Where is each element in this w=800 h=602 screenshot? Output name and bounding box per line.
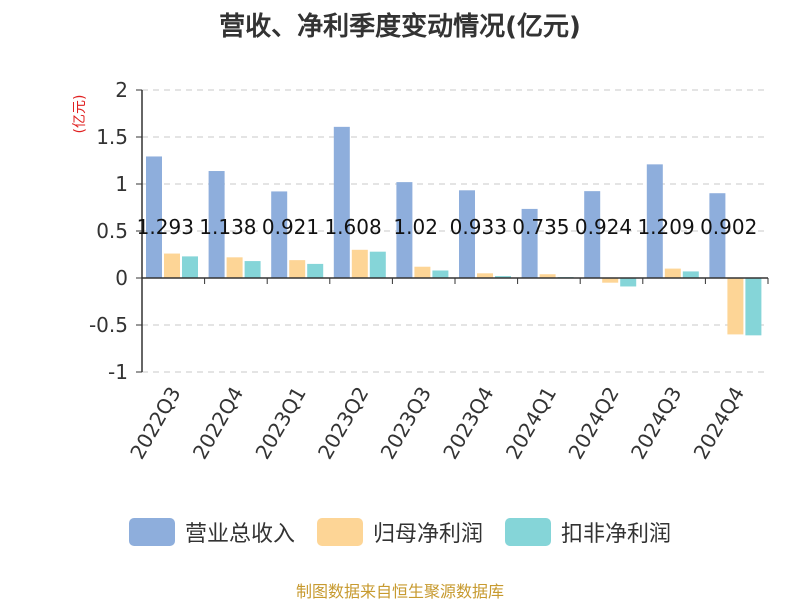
bar-net-profit: [289, 260, 306, 278]
legend-label: 归母净利润: [372, 522, 483, 547]
legend-item[interactable]: 扣非净利润: [505, 516, 671, 548]
data-label: 0.921: [262, 215, 319, 239]
legend-swatch: [316, 518, 363, 546]
legend-item[interactable]: 归母净利润: [316, 516, 483, 548]
y-tick-label: -1: [108, 360, 128, 384]
bar-revenue: [333, 126, 350, 279]
bar-revenue: [709, 193, 726, 278]
y-tick-label: 1: [115, 172, 128, 196]
bar-deducted-net-profit: [307, 263, 324, 278]
bar-deducted-net-profit: [432, 270, 449, 278]
data-label: 0.924: [575, 215, 632, 239]
bar-deducted-net-profit: [182, 256, 198, 278]
data-label: 0.933: [450, 215, 507, 239]
legend-label: 营业总收入: [184, 522, 295, 547]
bar-revenue: [146, 156, 162, 278]
legend-swatch: [505, 518, 551, 546]
legend-item[interactable]: 营业总收入: [128, 516, 295, 548]
bar-deducted-net-profit: [495, 276, 511, 278]
x-tick-label: 2023Q2: [313, 383, 373, 464]
chart-title: 营收、净利季度变动情况(亿元): [219, 12, 581, 42]
bar-revenue: [646, 164, 663, 278]
data-label: 1.138: [199, 215, 256, 239]
y-tick-label: 0: [115, 266, 128, 290]
x-tick-label: 2023Q3: [376, 383, 436, 464]
bar-deducted-net-profit: [620, 278, 637, 287]
bar-net-profit: [164, 253, 180, 278]
legend-swatch: [128, 518, 175, 546]
x-tick-label: 2024Q3: [626, 383, 686, 464]
chart-legend: 营业总收入 归母净利润 扣非净利润: [0, 516, 800, 548]
bar-net-profit: [414, 266, 431, 278]
x-tick-label: 2024Q4: [689, 383, 749, 464]
bar-revenue: [396, 182, 413, 278]
bar-net-profit: [539, 274, 556, 278]
bar-revenue: [584, 191, 601, 278]
x-tick-label: 2022Q4: [188, 383, 248, 464]
bar-net-profit: [602, 278, 619, 283]
bar-deducted-net-profit: [682, 271, 699, 278]
data-label: 1.293: [137, 215, 194, 239]
bar-revenue: [208, 171, 225, 278]
bar-deducted-net-profit: [244, 261, 261, 278]
bar-net-profit: [727, 278, 744, 335]
data-label: 1.209: [637, 215, 694, 239]
y-tick-label: 1.5: [96, 125, 128, 149]
y-tick-label: -0.5: [89, 313, 128, 337]
bar-revenue: [459, 190, 475, 278]
bar-revenue: [271, 191, 288, 278]
x-tick-label: 2022Q3: [125, 383, 185, 464]
x-tick-label: 2024Q1: [501, 383, 561, 464]
source-note: 制图数据来自恒生聚源数据库: [295, 582, 504, 601]
x-tick-label: 2023Q4: [438, 383, 498, 464]
y-tick-label: 0.5: [96, 219, 128, 243]
x-tick-label: 2023Q1: [250, 383, 310, 464]
x-tick-label: 2024Q2: [563, 383, 623, 464]
y-tick-label: 2: [115, 78, 128, 102]
data-label: 0.735: [512, 215, 569, 239]
data-label: 1.608: [324, 215, 381, 239]
y-axis-label: (亿元): [72, 95, 88, 134]
data-label: 1.02: [393, 215, 438, 239]
bar-net-profit: [351, 249, 368, 278]
bar-net-profit: [226, 257, 243, 278]
data-label: 0.902: [700, 215, 757, 239]
bar-revenue: [521, 208, 538, 278]
bar-net-profit: [664, 268, 681, 278]
bar-deducted-net-profit: [369, 251, 386, 278]
bar-net-profit: [477, 273, 493, 278]
bar-deducted-net-profit: [745, 278, 762, 336]
legend-label: 扣非净利润: [561, 522, 672, 547]
